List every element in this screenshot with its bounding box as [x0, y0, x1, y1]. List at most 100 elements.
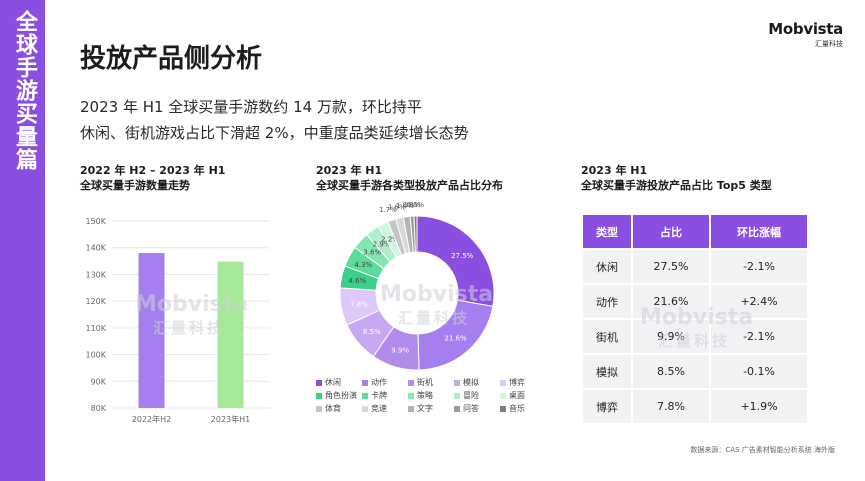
table-cell: 博弈	[583, 390, 631, 423]
data-source: 数据来源：CAS 广告素材智能分析系统 海外版	[690, 446, 835, 454]
legend-label: 问答	[463, 404, 479, 413]
legend-label: 角色扮演	[325, 391, 357, 400]
table-cell: -2.1%	[711, 250, 807, 283]
x-tick-label: 2023年H1	[211, 414, 250, 424]
legend-item: 竞速	[362, 403, 408, 414]
summary: 2023 年 H1 全球买量手游数约 14 万款，环比持平 休闲、街机游戏占比下…	[80, 94, 469, 146]
table-title-line-1: 2023 年 H1	[581, 164, 648, 177]
summary-line-2: 休闲、街机游戏占比下滑超 2%，中重度品类延续增长态势	[80, 124, 469, 142]
table-title: 2023 年 H1 全球买量手游投放产品占比 Top5 类型	[581, 163, 772, 193]
legend-label: 休闲	[325, 378, 341, 387]
legend-label: 街机	[417, 378, 433, 387]
legend-swatch	[408, 392, 414, 399]
legend-label: 博弈	[509, 378, 525, 387]
donut-chart-title-line-2: 全球买量手游各类型投放产品占比分布	[316, 179, 503, 192]
brand-logo: Mobvista 汇量科技	[768, 20, 843, 49]
brand-subname: 汇量科技	[815, 40, 843, 48]
legend-item: 博弈	[500, 377, 546, 388]
donut-slice	[416, 215, 495, 307]
bar	[138, 253, 165, 408]
table-cell: -0.1%	[711, 355, 807, 388]
table-cell: 模拟	[583, 355, 631, 388]
donut-chart-title-line-1: 2023 年 H1	[316, 164, 383, 177]
legend-swatch	[500, 405, 506, 412]
table-header-cell: 环比涨幅	[711, 215, 807, 248]
legend-item: 策略	[408, 390, 454, 401]
legend-item: 桌面	[500, 390, 546, 401]
legend-item: 冒险	[454, 390, 500, 401]
legend-swatch	[362, 379, 368, 386]
legend-label: 动作	[371, 378, 387, 387]
table-cell: 21.6%	[632, 285, 710, 318]
slice-label: 7.8%	[350, 301, 368, 309]
table-cell: 7.8%	[632, 390, 710, 423]
legend-item: 文字	[408, 403, 454, 414]
table-cell: 动作	[583, 285, 631, 318]
legend-swatch	[454, 379, 460, 386]
legend-item: 体育	[316, 403, 362, 414]
legend-swatch	[362, 392, 368, 399]
legend-label: 竞速	[371, 404, 387, 413]
legend-swatch	[454, 392, 460, 399]
y-tick-label: 110K	[85, 324, 106, 333]
table-cell: +2.4%	[711, 285, 807, 318]
legend-label: 冒险	[463, 391, 479, 400]
table-header-cell: 类型	[583, 215, 631, 248]
legend-item: 街机	[408, 377, 454, 388]
summary-line-1: 2023 年 H1 全球买量手游数约 14 万款，环比持平	[80, 98, 422, 116]
table-cell: 9.9%	[632, 320, 710, 353]
table-cell: 街机	[583, 320, 631, 353]
y-tick-label: 130K	[85, 270, 106, 279]
bar-chart: 80K 90K 100K 110K 120K 130K 140K 150K 2022年H2 202…	[85, 217, 270, 424]
donut-legend: 休闲 动作 街机 模拟 博弈角色扮演 卡牌 策略 冒险 桌面体育 竞速 文字 问答 音乐	[316, 377, 556, 414]
y-tick-label: 150K	[85, 217, 106, 226]
legend-item: 模拟	[454, 377, 500, 388]
legend-swatch	[500, 379, 506, 386]
legend-label: 模拟	[463, 378, 479, 387]
table-cell: 8.5%	[632, 355, 710, 388]
slice-label: 9.9%	[391, 347, 409, 355]
bar	[217, 261, 244, 408]
legend-label: 体育	[325, 404, 341, 413]
legend-label: 卡牌	[371, 391, 387, 400]
slice-label: 3.6%	[363, 249, 381, 257]
legend-label: 文字	[417, 404, 433, 413]
legend-label: 策略	[417, 391, 433, 400]
bar-chart-title-line-1: 2022 年 H2 – 2023 年 H1	[80, 164, 226, 177]
sidebar-title: 全球手游买量篇	[12, 10, 37, 171]
slice-label: 1.7%	[379, 206, 397, 214]
legend-swatch	[316, 392, 322, 399]
page-title: 投放产品侧分析	[80, 44, 263, 74]
legend-swatch	[454, 405, 460, 412]
y-tick-label: 80K	[91, 404, 107, 413]
table-row: 动作 21.6% +2.4%	[583, 285, 807, 318]
table-row: 街机 9.9% -2.1%	[583, 320, 807, 353]
slice-label: 8.5%	[363, 328, 381, 336]
legend-swatch	[316, 379, 322, 386]
legend-label: 音乐	[509, 404, 525, 413]
slice-label: 21.6%	[444, 335, 467, 343]
slice-label: 2.9%	[373, 240, 391, 248]
slice-label: 1.4%	[396, 202, 414, 210]
legend-item: 动作	[362, 377, 408, 388]
bar-chart-title: 2022 年 H2 – 2023 年 H1 全球买量手游数量走势	[80, 163, 225, 193]
sidebar: 全球手游买量篇	[0, 0, 45, 481]
table-cell: 27.5%	[632, 250, 710, 283]
legend-swatch	[362, 405, 368, 412]
table-cell: +1.9%	[711, 390, 807, 423]
brand-name: Mobvista	[768, 20, 843, 38]
legend-item: 角色扮演	[316, 390, 362, 401]
legend-swatch	[500, 392, 506, 399]
legend-swatch	[408, 379, 414, 386]
legend-swatch	[316, 405, 322, 412]
table-cell: 休闲	[583, 250, 631, 283]
y-tick-label: 90K	[91, 377, 107, 386]
table-header-row: 类型 占比 环比涨幅	[583, 215, 807, 248]
slice-label: 0.8%	[402, 201, 420, 209]
legend-item: 问答	[454, 403, 500, 414]
legend-item: 音乐	[500, 403, 546, 414]
slice-label: 1.6%	[388, 203, 406, 211]
table-cell: -2.1%	[711, 320, 807, 353]
legend-label: 桌面	[509, 391, 525, 400]
table-row: 模拟 8.5% -0.1%	[583, 355, 807, 388]
